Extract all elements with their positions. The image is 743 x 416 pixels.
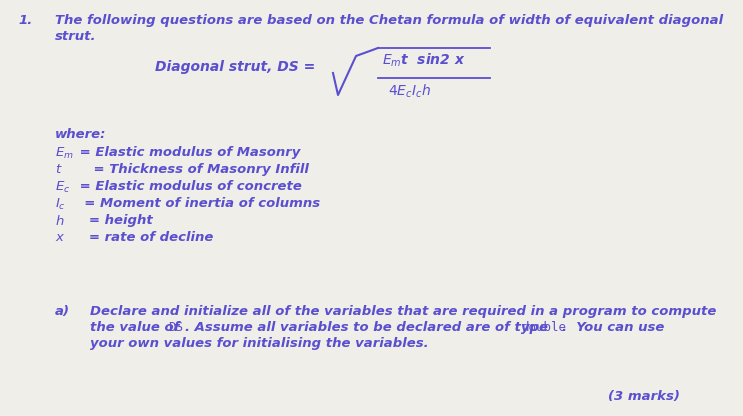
Text: the value of: the value of bbox=[90, 321, 184, 334]
Text: Diagonal strut, DS =: Diagonal strut, DS = bbox=[155, 60, 315, 74]
Text: $I_c$: $I_c$ bbox=[55, 197, 66, 212]
Text: = Elastic modulus of concrete: = Elastic modulus of concrete bbox=[75, 180, 302, 193]
Text: .  You can use: . You can use bbox=[562, 321, 664, 334]
Text: . Assume all variables to be declared are of type: . Assume all variables to be declared ar… bbox=[185, 321, 553, 334]
Text: Declare and initialize all of the variables that are required in a program to co: Declare and initialize all of the variab… bbox=[90, 305, 716, 318]
Text: 1.: 1. bbox=[18, 14, 32, 27]
Text: The following questions are based on the Chetan formula of width of equivalent d: The following questions are based on the… bbox=[55, 14, 723, 27]
Text: = Moment of inertia of columns: = Moment of inertia of columns bbox=[75, 197, 320, 210]
Text: $h$: $h$ bbox=[55, 214, 65, 228]
Text: double: double bbox=[521, 321, 566, 334]
Text: $E_m$: $E_m$ bbox=[55, 146, 74, 161]
Text: a): a) bbox=[55, 305, 70, 318]
Text: $t$: $t$ bbox=[55, 163, 62, 176]
Text: = rate of decline: = rate of decline bbox=[75, 231, 213, 244]
Text: (3 marks): (3 marks) bbox=[608, 390, 680, 403]
Text: where:: where: bbox=[55, 128, 106, 141]
Text: $x$: $x$ bbox=[55, 231, 65, 244]
Text: your own values for initialising the variables.: your own values for initialising the var… bbox=[90, 337, 429, 350]
Text: $E_c$: $E_c$ bbox=[55, 180, 71, 195]
Text: = Elastic modulus of Masonry: = Elastic modulus of Masonry bbox=[75, 146, 300, 159]
Text: = Thickness of Masonry Infill: = Thickness of Masonry Infill bbox=[75, 163, 309, 176]
Text: $\mathit{4E_c I_c h}$: $\mathit{4E_c I_c h}$ bbox=[388, 83, 431, 100]
Text: = height: = height bbox=[75, 214, 153, 227]
Text: DS: DS bbox=[168, 321, 183, 334]
Text: strut.: strut. bbox=[55, 30, 97, 43]
Text: $\mathit{E_m}$t  sin2 x: $\mathit{E_m}$t sin2 x bbox=[382, 52, 466, 69]
